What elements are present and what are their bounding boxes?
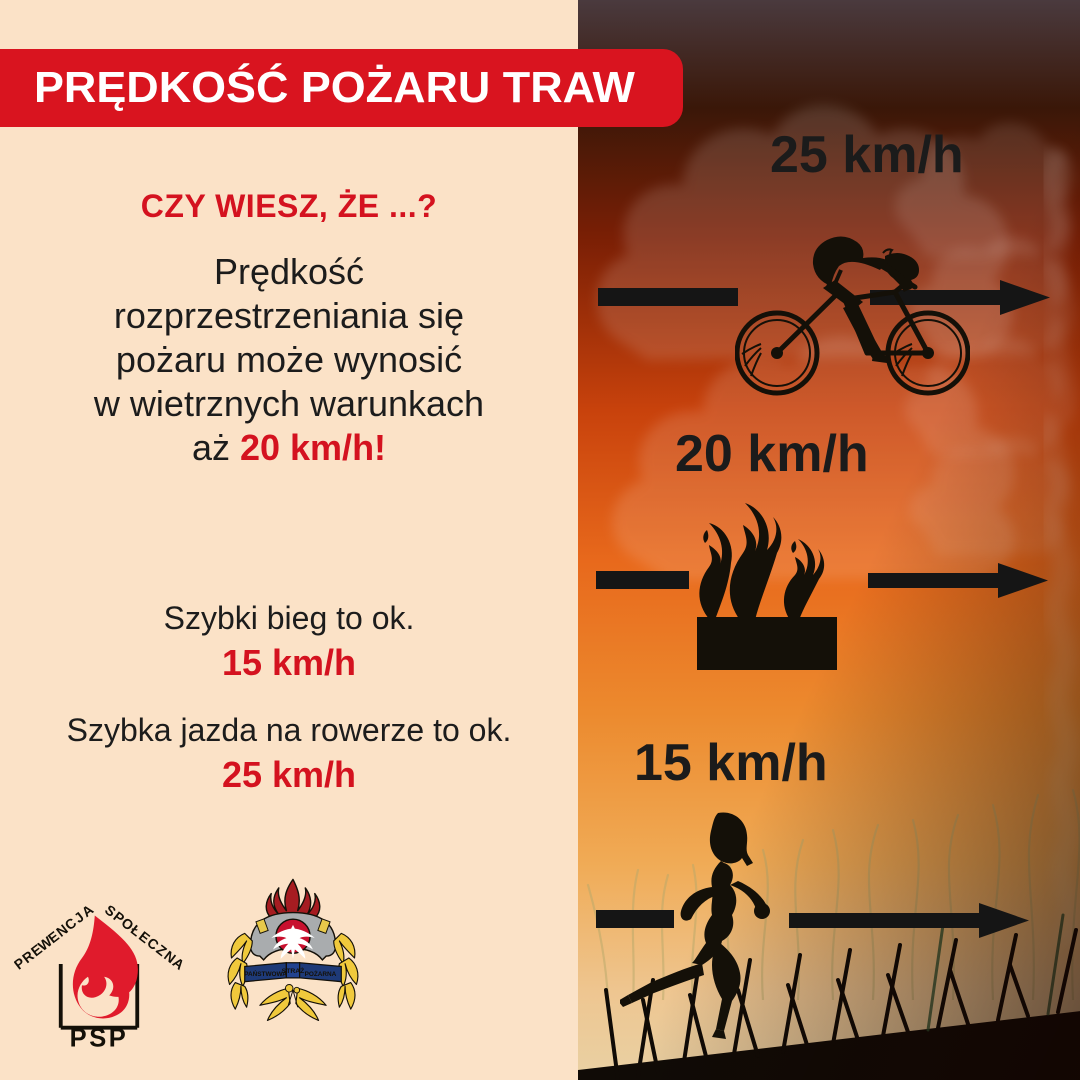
svg-text:POŻARNA: POŻARNA (305, 969, 337, 978)
svg-text:PSP: PSP (70, 1024, 129, 1050)
svg-text:STRAŻ: STRAŻ (282, 967, 305, 975)
